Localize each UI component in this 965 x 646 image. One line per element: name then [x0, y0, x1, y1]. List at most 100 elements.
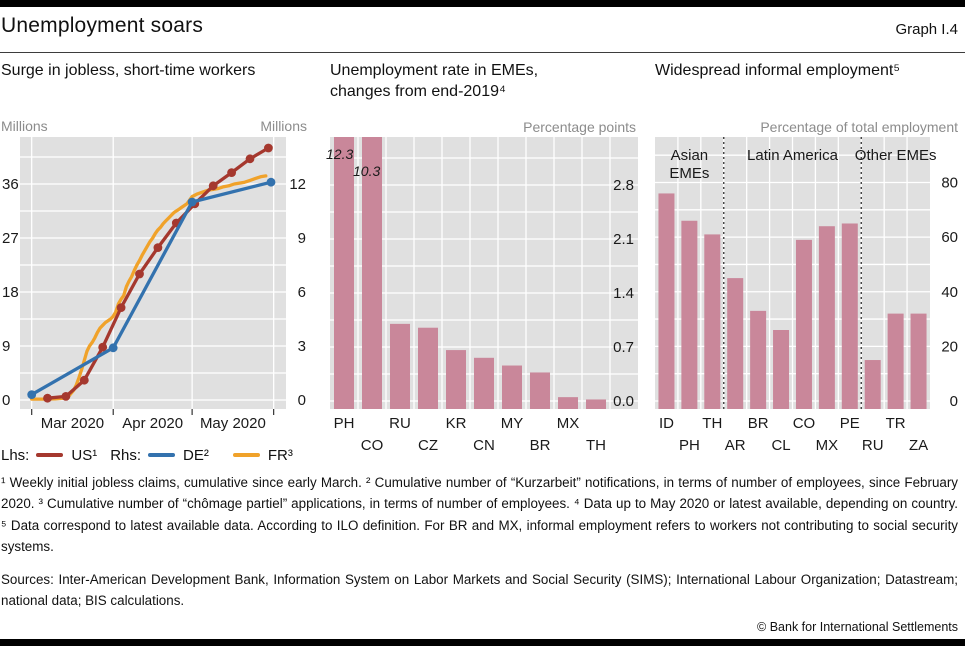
bar-CN — [474, 357, 494, 409]
category-label: ZA — [909, 437, 928, 454]
month-label: Apr 2020 — [122, 415, 183, 432]
category-label: MX — [557, 415, 580, 432]
bottom-black-bar — [0, 639, 965, 646]
left-axis-unit-label: Millions — [1, 118, 48, 134]
us-point — [79, 375, 89, 385]
panel1-title: Surge in jobless, short-time workers — [1, 62, 256, 79]
bar-BR — [530, 372, 550, 409]
value-axis-unit-label: Percentage of total employment — [760, 119, 958, 135]
value-axis-tick-label: 2.1 — [613, 231, 634, 248]
us-point — [245, 154, 255, 164]
value-axis-tick-label: 20 — [941, 338, 958, 355]
category-label: CO — [361, 437, 384, 454]
us-line-swatch — [36, 453, 64, 457]
clipped-bar-value-label: 10.3 — [353, 163, 380, 179]
legend-rhs-label: Rhs: — [110, 446, 142, 464]
category-label: ID — [659, 415, 674, 432]
legend-de-label: DE² — [183, 446, 209, 464]
value-axis-tick-label: 40 — [941, 284, 958, 301]
legend-fr-label: FR³ — [267, 446, 293, 464]
value-axis-tick-label: 0.7 — [613, 339, 634, 356]
category-label: AR — [725, 437, 746, 454]
legend: Lhs: US¹ Rhs: DE² FR³ — [1, 444, 319, 466]
bar-MY — [502, 365, 522, 409]
bar-ID — [658, 193, 675, 409]
value-axis-tick-label: 0.0 — [613, 393, 634, 410]
category-label: CO — [793, 415, 816, 432]
us-point — [135, 269, 144, 279]
bar-MX — [818, 226, 835, 409]
bar-CO — [795, 239, 812, 409]
value-axis-tick-label: 60 — [941, 229, 958, 246]
bar-ZA — [910, 313, 927, 409]
category-label: BR — [530, 437, 551, 454]
bar-PE — [841, 223, 858, 409]
panel2-title: Unemployment rate in EMEs, changes from … — [330, 60, 642, 102]
bar-MX — [558, 397, 578, 409]
category-label: PH — [679, 437, 700, 454]
bar-TR — [887, 313, 904, 409]
de-line — [30, 180, 273, 397]
page-title: Unemployment soars — [1, 14, 204, 37]
category-label: MY — [501, 415, 524, 432]
category-label: CL — [771, 437, 790, 454]
category-label: TH — [702, 415, 722, 432]
group-label: EMEs — [669, 165, 709, 182]
legend-us-label: US¹ — [71, 446, 98, 464]
de-point — [266, 177, 276, 187]
right-axis-tick-label: 12 — [289, 176, 306, 193]
left-axis-tick-label: 18 — [2, 284, 19, 301]
bar-TH — [586, 399, 606, 409]
bar-TH — [704, 234, 721, 409]
group-label: Other EMEs — [855, 147, 937, 164]
value-axis-tick-label: 80 — [941, 175, 958, 192]
value-axis-tick-label: 1.4 — [613, 285, 634, 302]
us-point — [208, 181, 218, 191]
group-label: Asian — [671, 147, 709, 164]
panel2-title-line2: changes from end-2019⁴ — [330, 83, 506, 100]
bar-RU — [390, 323, 410, 409]
category-label: BR — [748, 415, 769, 432]
copyright: © Bank for International Settlements — [757, 620, 958, 634]
bar-KR — [446, 350, 466, 409]
us-point — [61, 392, 71, 401]
de-point — [27, 390, 37, 399]
right-axis-tick-label: 3 — [298, 338, 306, 355]
left-axis-tick-label: 27 — [2, 230, 19, 247]
bar-CL — [773, 329, 790, 409]
legend-lhs-label: Lhs: — [1, 446, 30, 464]
us-point — [153, 243, 163, 252]
left-axis-tick-label: 9 — [2, 338, 10, 355]
top-black-bar — [0, 0, 965, 7]
de-line-swatch — [148, 453, 176, 457]
group-label: Latin America — [747, 147, 839, 164]
bar-AR — [727, 278, 744, 409]
value-axis-tick-label: 2.8 — [613, 177, 634, 194]
value-axis-unit-label: Percentage points — [523, 119, 636, 135]
panel3-title: Widespread informal employment⁵ — [655, 62, 900, 79]
us-point — [264, 143, 273, 153]
graph-number: Graph I.4 — [895, 21, 958, 38]
bar-RU — [864, 360, 881, 409]
category-label: KR — [446, 415, 467, 432]
left-axis-tick-label: 0 — [2, 392, 10, 409]
category-label: RU — [862, 437, 884, 454]
clipped-bar-value-label: 12.3 — [326, 146, 353, 162]
category-label: TH — [586, 437, 606, 454]
category-label: MX — [816, 437, 839, 454]
bar-PH — [334, 137, 354, 409]
category-label: TR — [886, 415, 906, 432]
right-axis-unit-label: Millions — [260, 118, 307, 134]
category-label: PH — [334, 415, 355, 432]
bar-CO — [362, 137, 382, 409]
panel2-title-line1: Unemployment rate in EMEs, — [330, 62, 539, 79]
sources: Sources: Inter-American Development Bank… — [1, 572, 958, 609]
category-label: RU — [389, 415, 411, 432]
category-label: CZ — [418, 437, 438, 454]
month-label: Mar 2020 — [41, 415, 104, 432]
de-point — [108, 343, 118, 353]
value-axis-tick-label: 0 — [950, 393, 958, 410]
